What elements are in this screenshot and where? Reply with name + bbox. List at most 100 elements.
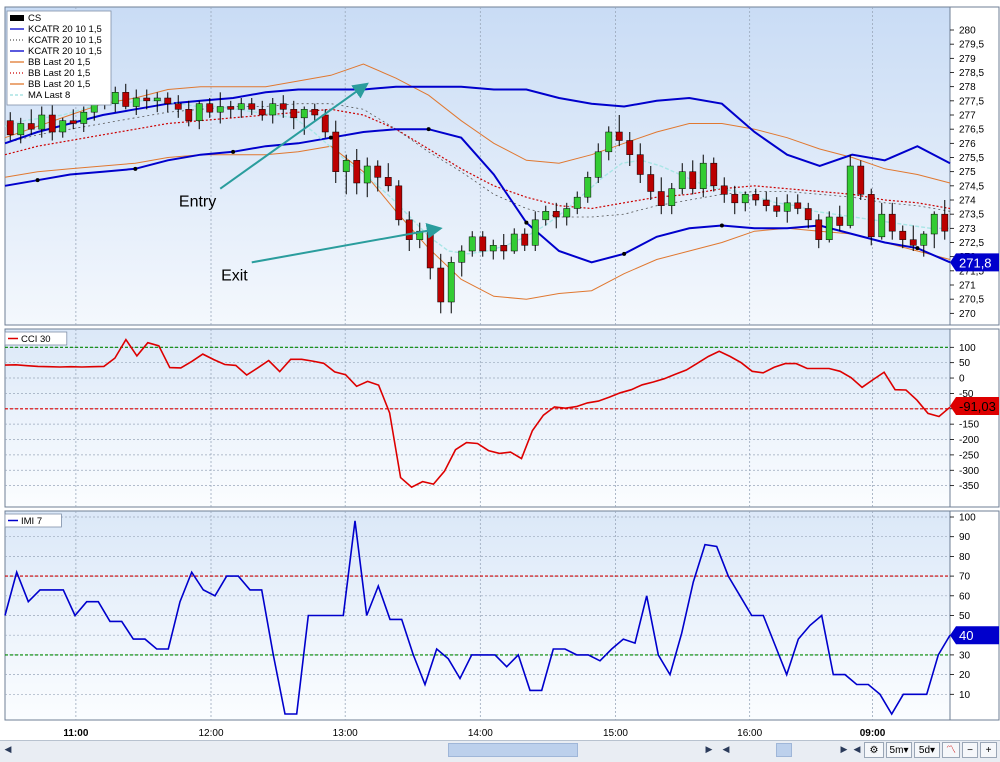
price-y-tick-label: 271 [959, 281, 976, 292]
candle-body [374, 165, 382, 178]
scroll-back-icon[interactable]: ◀ [722, 745, 730, 755]
imi-y-tick-label: 90 [959, 532, 971, 543]
candle-body [195, 103, 203, 121]
cci-y-tick-label: -200 [959, 435, 979, 446]
candle-body [311, 109, 319, 116]
last-price-badge [950, 253, 999, 272]
price-y-tick-label: 270 [959, 309, 976, 320]
candle-body [279, 103, 287, 110]
x-tick-label: 11:00 [63, 728, 88, 739]
imi-y-tick-label: 100 [959, 513, 976, 524]
x-tick-label: 12:00 [198, 728, 223, 739]
zoom-in-icon[interactable]: + [980, 742, 997, 758]
candle-body [762, 199, 770, 206]
candle-body [59, 120, 67, 133]
scroll-left-icon[interactable]: ◀ [4, 745, 12, 755]
legend-entry: BB Last 20 1,5 [28, 68, 90, 79]
imi-y-tick-label: 70 [959, 572, 971, 583]
imi-y-tick-label: 50 [959, 611, 971, 622]
cci-y-tick-label: 100 [959, 343, 976, 354]
candle-body [878, 213, 886, 238]
candle-body [941, 213, 949, 232]
candle-body [888, 213, 896, 232]
candle-body [185, 109, 193, 121]
legend-box [4, 513, 62, 528]
candle-body [122, 92, 130, 107]
candle-body [647, 174, 655, 192]
scrollbar-thumb[interactable] [448, 743, 578, 757]
candle-body [258, 109, 266, 116]
candle-body [111, 92, 119, 104]
candle-body [605, 131, 613, 153]
candle-body [689, 171, 697, 189]
bb-upper-line [4, 63, 951, 184]
candle-body [626, 140, 634, 155]
candle-body [164, 97, 172, 104]
candle-body [510, 233, 518, 252]
panel-0-axis [949, 6, 1000, 326]
range-label: 5d [918, 745, 931, 756]
candle-body [132, 97, 140, 107]
scroll-forward-icon[interactable]: ▶ [840, 745, 848, 755]
kc-lower-line [4, 128, 951, 264]
x-tick-label: 16:00 [737, 728, 762, 739]
candle-body [741, 194, 749, 204]
price-y-tick-label: 275 [959, 167, 976, 178]
candle-body [353, 160, 361, 184]
candle-body [426, 230, 434, 269]
zoom-thumb[interactable] [776, 743, 792, 757]
candle-body [489, 245, 497, 252]
candle-body [836, 216, 844, 226]
candle-body [248, 103, 256, 110]
candle-body [269, 103, 277, 116]
candle-body [542, 211, 550, 221]
bb-middle-line [4, 108, 951, 210]
imi-series-line [4, 520, 951, 716]
kc-lower-line-marker [426, 127, 431, 132]
scroll-right-icon[interactable]: ▶ [705, 745, 713, 755]
chart-type-icon[interactable]: 〽 [942, 742, 960, 758]
candle-body [17, 123, 25, 136]
legend-entry: BB Last 20 1,5 [28, 57, 90, 68]
candle-body [825, 216, 833, 240]
cci-last-value-badge [950, 397, 999, 416]
legend-entry: IMI 7 [21, 516, 42, 527]
legend-box [4, 331, 68, 346]
scroll-end-icon[interactable]: ◀ [853, 745, 861, 755]
price-y-tick-label: 274,5 [959, 181, 984, 192]
imi-legend: IMI 7 [4, 513, 62, 528]
timeframe-select[interactable]: 5m▾ [886, 742, 912, 758]
candle-body [636, 154, 644, 175]
price-y-tick-label: 278 [959, 82, 976, 93]
candle-body [563, 208, 571, 218]
legend-entry: BB Last 20 1,5 [28, 79, 90, 90]
price-y-tick-label: 274 [959, 196, 976, 207]
price-y-tick-label: 279,5 [959, 40, 984, 51]
candle-body [657, 191, 665, 206]
price-y-tick-label: 272,5 [959, 238, 984, 249]
chevron-down-icon: ▾ [903, 745, 909, 756]
candle-body [437, 267, 445, 303]
price-y-tick-label: 278,5 [959, 68, 984, 79]
candle-body [752, 194, 760, 201]
kc-upper-line [4, 85, 951, 168]
cci-y-tick-label: 0 [959, 374, 965, 385]
annotation-arrow [219, 82, 369, 190]
price-y-tick-label: 271,5 [959, 266, 984, 277]
zoom-out-icon[interactable]: − [962, 742, 978, 758]
candle-body [458, 250, 466, 263]
candle-body [216, 106, 224, 113]
legend-box [6, 10, 112, 106]
range-select[interactable]: 5d▾ [914, 742, 940, 758]
candle-body [153, 97, 161, 102]
candle-body [290, 109, 298, 119]
x-tick-label: 15:00 [603, 728, 628, 739]
imi-last-value-badge [950, 626, 999, 645]
price-y-tick-label: 277,5 [959, 96, 984, 107]
kc-lower-line-marker [133, 166, 138, 171]
panel-1-background [4, 328, 951, 508]
imi-y-tick-label: 60 [959, 591, 971, 602]
chevron-down-icon: ▾ [930, 745, 936, 756]
settings-icon[interactable]: ⚙ [864, 742, 884, 758]
